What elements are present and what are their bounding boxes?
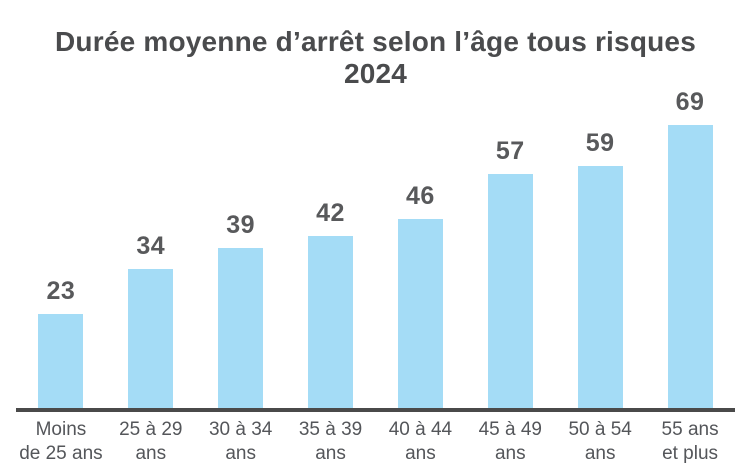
bar-value-label: 57 (495, 137, 525, 165)
bar-column: 57 (465, 88, 555, 408)
chart-title: Durée moyenne d’arrêt selon l’âge tous r… (0, 0, 751, 90)
bar-chart: 23 34 39 42 46 57 59 69 Moins de 25 ans 25 à 29 an… (0, 88, 751, 466)
x-axis-labels: Moins de 25 ans 25 à 29 ans 30 à 34 ans 35 à 3… (0, 412, 751, 466)
bar (128, 269, 174, 408)
bar (38, 314, 84, 408)
bar (397, 219, 443, 408)
chart-title-line2: 2024 (343, 58, 408, 89)
bar (308, 236, 354, 408)
x-axis-category-label: 55 ans et plus (661, 419, 719, 464)
bar-column: 46 (376, 88, 466, 408)
bar (218, 248, 264, 408)
x-axis-category-label: 30 à 34 ans (208, 419, 273, 464)
x-axis-category-label: Moins de 25 ans (19, 419, 103, 464)
x-axis-category-label: 50 à 54 ans (568, 419, 632, 464)
x-axis-category-label: 25 à 29 ans (119, 419, 183, 464)
bar-value-label: 39 (226, 211, 256, 239)
bar (667, 125, 713, 408)
bars-area: 23 34 39 42 46 57 59 69 (0, 88, 751, 408)
x-axis-category-label: 40 à 44 ans (388, 419, 453, 464)
bar-value-label: 59 (585, 129, 615, 157)
bar-column: 59 (555, 88, 645, 408)
chart-title-line1: Durée moyenne d’arrêt selon l’âge tous r… (55, 26, 696, 57)
bar-value-label: 42 (316, 199, 345, 227)
bar (487, 174, 533, 408)
bar-value-label: 23 (46, 277, 76, 305)
bar-value-label: 34 (136, 232, 166, 260)
bar-column: 69 (645, 88, 735, 408)
bar-column: 34 (106, 88, 196, 408)
x-axis-category-label: 35 à 39 ans (298, 419, 363, 464)
bar-column: 42 (286, 88, 376, 408)
bar-value-label: 69 (675, 88, 705, 116)
bar-column: 23 (16, 88, 106, 408)
x-axis-line (16, 408, 735, 412)
x-axis-category-label: 45 à 49 ans (478, 419, 543, 464)
bar-value-label: 46 (406, 182, 435, 210)
bar-column: 39 (196, 88, 286, 408)
bar (577, 166, 623, 408)
